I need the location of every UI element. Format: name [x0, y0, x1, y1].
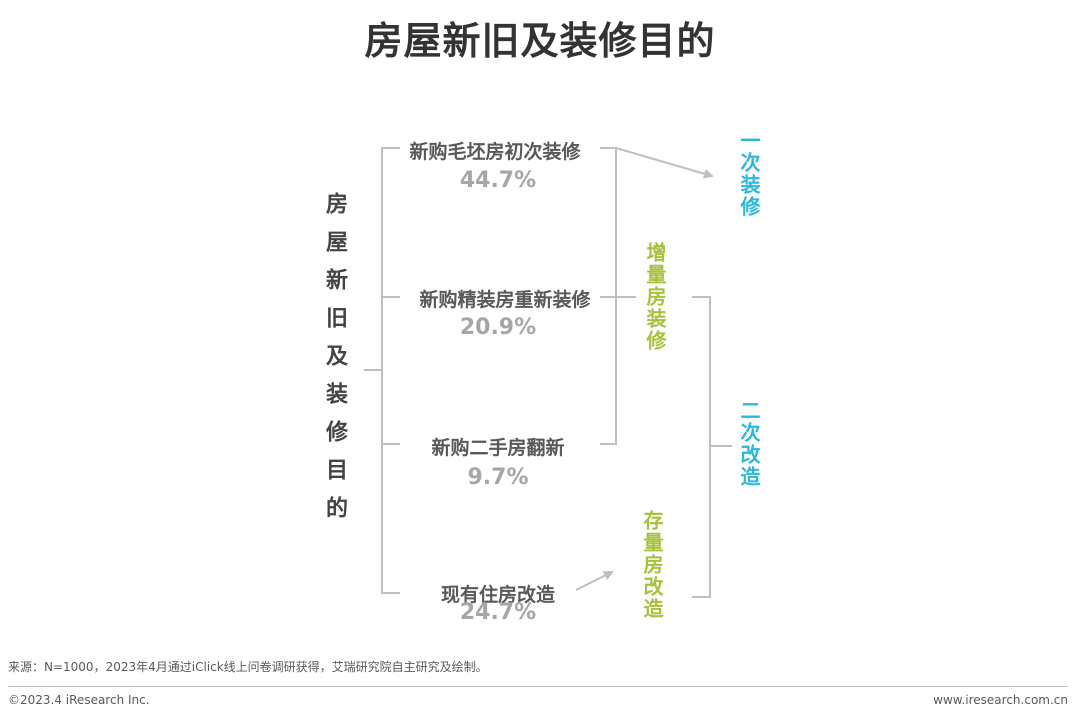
group-label-incremental: 增量房装修: [643, 242, 667, 352]
item-percent-2: 20.9%: [459, 315, 537, 340]
website-link[interactable]: www.iresearch.com.cn: [933, 693, 1068, 707]
outcome-label-first: 一次装修: [737, 130, 761, 218]
arrow-to-existing: [575, 571, 614, 591]
item-percent-1: 44.7%: [459, 168, 537, 193]
group-label-existing: 存量房改造: [640, 510, 664, 620]
item-label-1: 新购毛坯房初次装修: [409, 141, 581, 163]
left-bracket: [381, 147, 400, 594]
item-label-3: 新购二手房翻新: [431, 437, 565, 459]
outcome-label-second: 二次改造: [737, 400, 761, 488]
footer-divider: [8, 686, 1068, 687]
source-note: 来源：N=1000，2023年4月通过iClick线上问卷调研获得，艾瑞研究院自…: [8, 660, 488, 674]
root-label: 房屋新旧及装修目的: [322, 192, 347, 534]
item-percent-3: 9.7%: [467, 465, 529, 490]
item-label-2: 新购精装房重新装修: [419, 289, 591, 311]
copyright-text: ©2023.4 iResearch Inc.: [8, 693, 150, 707]
item-label-4: 现有住房改造: [440, 584, 555, 606]
page-title: 房屋新旧及装修目的: [364, 19, 716, 63]
item-percent-4: 24.7%: [459, 600, 537, 625]
arrow-to-first: [615, 147, 714, 179]
second-bracket: [692, 296, 711, 598]
